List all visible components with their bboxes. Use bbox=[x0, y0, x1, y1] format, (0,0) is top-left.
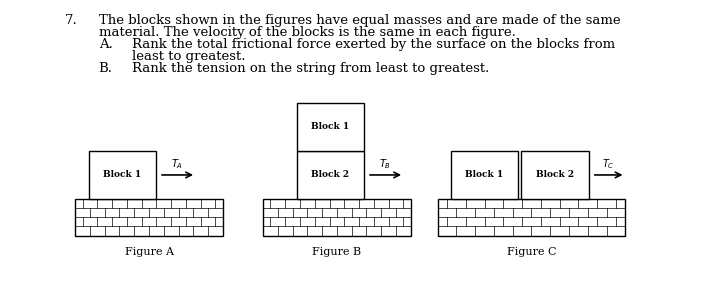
Text: Block 1: Block 1 bbox=[465, 170, 503, 180]
Text: Block 1: Block 1 bbox=[311, 123, 349, 131]
Text: Block 2: Block 2 bbox=[311, 170, 349, 180]
Text: Block 1: Block 1 bbox=[103, 170, 142, 180]
Text: 7.: 7. bbox=[65, 14, 78, 27]
Text: Block 2: Block 2 bbox=[536, 170, 574, 180]
Text: A.: A. bbox=[99, 38, 113, 51]
Bar bbox=[297, 103, 364, 151]
Text: material. The velocity of the blocks is the same in each figure.: material. The velocity of the blocks is … bbox=[99, 26, 516, 39]
Text: Figure B: Figure B bbox=[312, 247, 362, 257]
Text: $T_A$: $T_A$ bbox=[171, 157, 183, 171]
Bar bbox=[263, 199, 411, 236]
Text: $T_B$: $T_B$ bbox=[380, 157, 392, 171]
Bar bbox=[438, 199, 626, 236]
Bar bbox=[451, 151, 518, 199]
Bar bbox=[521, 151, 589, 199]
Bar bbox=[297, 151, 364, 199]
Text: least to greatest.: least to greatest. bbox=[132, 50, 246, 63]
Bar bbox=[75, 199, 223, 236]
Text: The blocks shown in the figures have equal masses and are made of the same: The blocks shown in the figures have equ… bbox=[99, 14, 620, 27]
Text: Figure A: Figure A bbox=[124, 247, 173, 257]
Text: Rank the tension on the string from least to greatest.: Rank the tension on the string from leas… bbox=[132, 62, 490, 74]
Bar bbox=[88, 151, 156, 199]
Text: $T_C$: $T_C$ bbox=[603, 157, 615, 171]
Text: B.: B. bbox=[99, 62, 113, 74]
Text: Figure C: Figure C bbox=[507, 247, 557, 257]
Text: Rank the total frictional force exerted by the surface on the blocks from: Rank the total frictional force exerted … bbox=[132, 38, 615, 51]
